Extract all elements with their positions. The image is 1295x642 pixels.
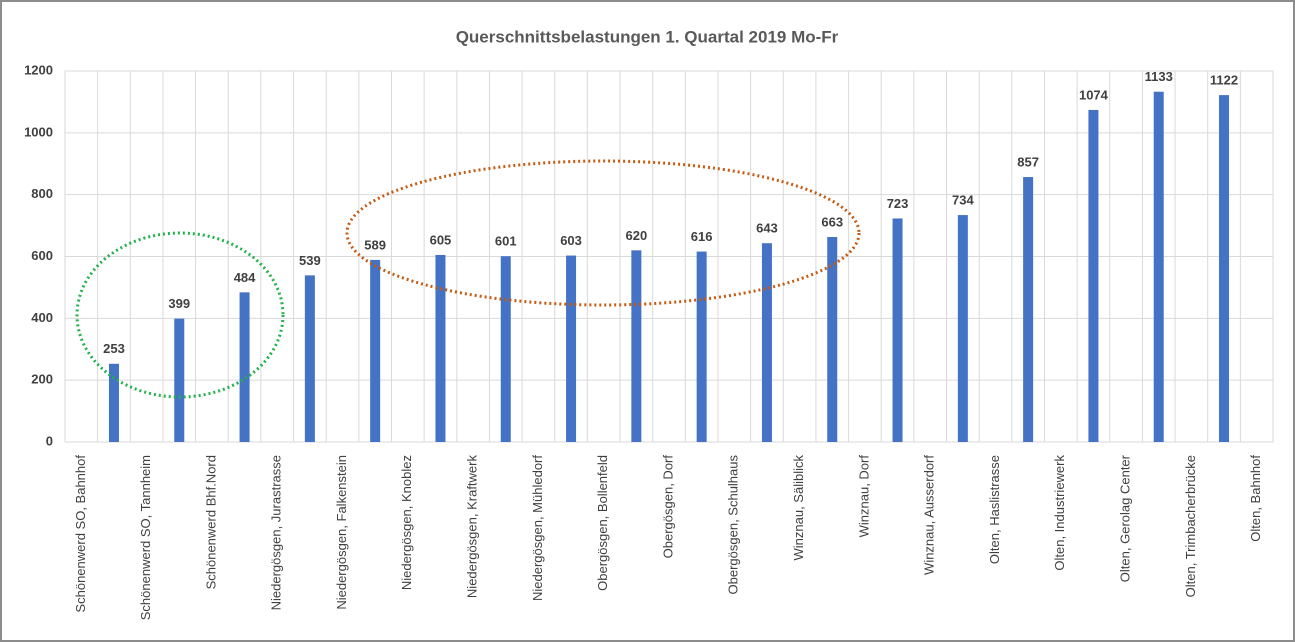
data-label: 589	[364, 237, 386, 252]
data-label: 539	[299, 253, 321, 268]
y-tick-label: 400	[31, 310, 53, 325]
data-label: 1074	[1079, 87, 1109, 102]
data-label: 399	[168, 296, 190, 311]
data-label: 723	[887, 196, 909, 211]
x-tick-label: Niedergösgen, Kraftwerk	[465, 455, 480, 599]
data-label: 484	[234, 270, 256, 285]
data-label: 663	[821, 214, 843, 229]
x-tick-label: Olten, Gerolag Center	[1118, 454, 1133, 582]
bar	[1219, 95, 1230, 443]
data-label: 1133	[1145, 69, 1173, 84]
bar	[696, 251, 707, 442]
data-label: 616	[691, 229, 713, 244]
y-tick-label: 200	[31, 372, 53, 387]
bar	[370, 259, 381, 442]
x-tick-label: Obergösgen, Dorf	[660, 455, 675, 559]
bar	[500, 256, 511, 442]
bar	[108, 363, 119, 442]
bar	[435, 254, 446, 442]
x-tick-label: Olten, Trimbacherbrücke	[1183, 455, 1198, 597]
bar	[174, 318, 185, 442]
x-tick-label: Olten, Bahnhof	[1248, 455, 1263, 542]
y-tick-label: 0	[46, 433, 53, 448]
green-ellipse	[75, 231, 285, 399]
bar	[566, 255, 577, 442]
bar	[761, 243, 772, 442]
bar	[827, 237, 838, 442]
x-tick-label: Winznau, Dorf	[856, 455, 871, 538]
y-tick-label: 1200	[24, 62, 53, 77]
bar	[957, 215, 968, 442]
x-tick-label: Obergösgen, Schulhaus	[726, 455, 741, 595]
orange-ellipse	[345, 159, 861, 307]
bar	[892, 218, 903, 442]
x-tick-label: Schönenwerd Bhf.Nord	[203, 455, 218, 589]
bar	[631, 250, 642, 442]
data-label: 620	[625, 228, 647, 243]
data-label: 1122	[1210, 73, 1238, 88]
data-label: 253	[103, 341, 125, 356]
y-tick-label: 800	[31, 186, 53, 201]
x-tick-label: Niedergösgen, Jurastrasse	[269, 455, 284, 610]
y-tick-label: 600	[31, 248, 53, 263]
x-tick-label: Winznau, Säliblick	[791, 455, 806, 561]
x-tick-label: Winznau, Ausserdorf	[922, 455, 937, 575]
data-label: 601	[495, 234, 517, 249]
x-tick-label: Olten, Industriewerk	[1052, 455, 1067, 571]
x-tick-label: Niedergösgen, Knoblez	[399, 455, 414, 590]
x-tick-label: Niedergösgen, Mühledorf	[530, 455, 545, 601]
bar	[304, 275, 315, 442]
chart-title: Querschnittsbelastungen 1. Quartal 2019 …	[456, 27, 839, 46]
bar	[239, 292, 250, 442]
bar	[1153, 91, 1164, 442]
data-label: 734	[952, 193, 974, 208]
data-label: 857	[1017, 154, 1039, 169]
bar	[1023, 177, 1034, 442]
y-tick-label: 1000	[24, 124, 53, 139]
x-tick-label: Olten, Haslistrasse	[987, 455, 1002, 564]
data-label: 643	[756, 221, 778, 236]
x-tick-label: Obergösgen, Bollenfeld	[595, 455, 610, 591]
data-label: 605	[430, 232, 452, 247]
x-tick-label: Schönenwerd SO, Tannheim	[138, 455, 153, 620]
bar	[1088, 109, 1099, 442]
x-tick-label: Niedergösgen, Falkenstein	[334, 455, 349, 610]
x-tick-label: Schönenwerd SO, Bahnhof	[73, 455, 88, 613]
data-label: 603	[560, 233, 582, 248]
